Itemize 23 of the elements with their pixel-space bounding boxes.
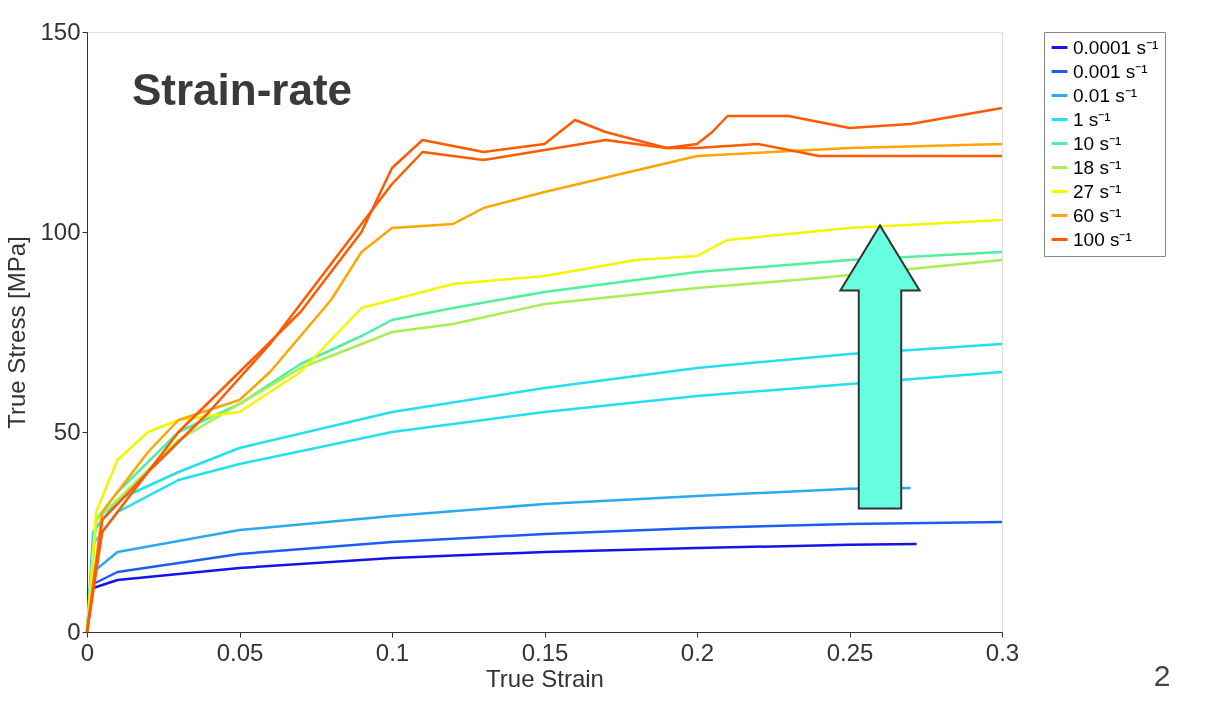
- y-axis-title: True Stress [MPa]: [3, 236, 31, 429]
- legend-label: 0.001 s⁻¹: [1073, 60, 1148, 82]
- legend-label: 18 s⁻¹: [1073, 156, 1122, 178]
- y-tick-label: 100: [40, 217, 81, 245]
- y-tick-label: 0: [67, 617, 81, 645]
- x-tick-label: 0.15: [521, 638, 569, 666]
- legend-label: 0.0001 s⁻¹: [1073, 36, 1159, 58]
- text: Strain-rate: [132, 65, 353, 114]
- legend-label: 1 s⁻¹: [1073, 108, 1111, 130]
- legend-label: 60 s⁻¹: [1073, 204, 1122, 226]
- x-tick-label: 0.1: [375, 638, 410, 666]
- legend-label: 10 s⁻¹: [1073, 132, 1122, 154]
- x-tick-label: 0.05: [216, 638, 264, 666]
- legend-label: 100 s⁻¹: [1073, 228, 1132, 250]
- y-tick-label: 50: [53, 417, 81, 445]
- x-tick-label: 0.2: [680, 638, 715, 666]
- legend-label: 0.01 s⁻¹: [1073, 84, 1138, 106]
- x-tick-label: 0.3: [985, 638, 1020, 666]
- x-tick-label: 0.25: [826, 638, 874, 666]
- x-axis-title: True Strain: [486, 664, 604, 692]
- y-tick-label: 150: [40, 17, 81, 45]
- legend-label: 27 s⁻¹: [1073, 180, 1122, 202]
- text: 2: [1153, 659, 1171, 692]
